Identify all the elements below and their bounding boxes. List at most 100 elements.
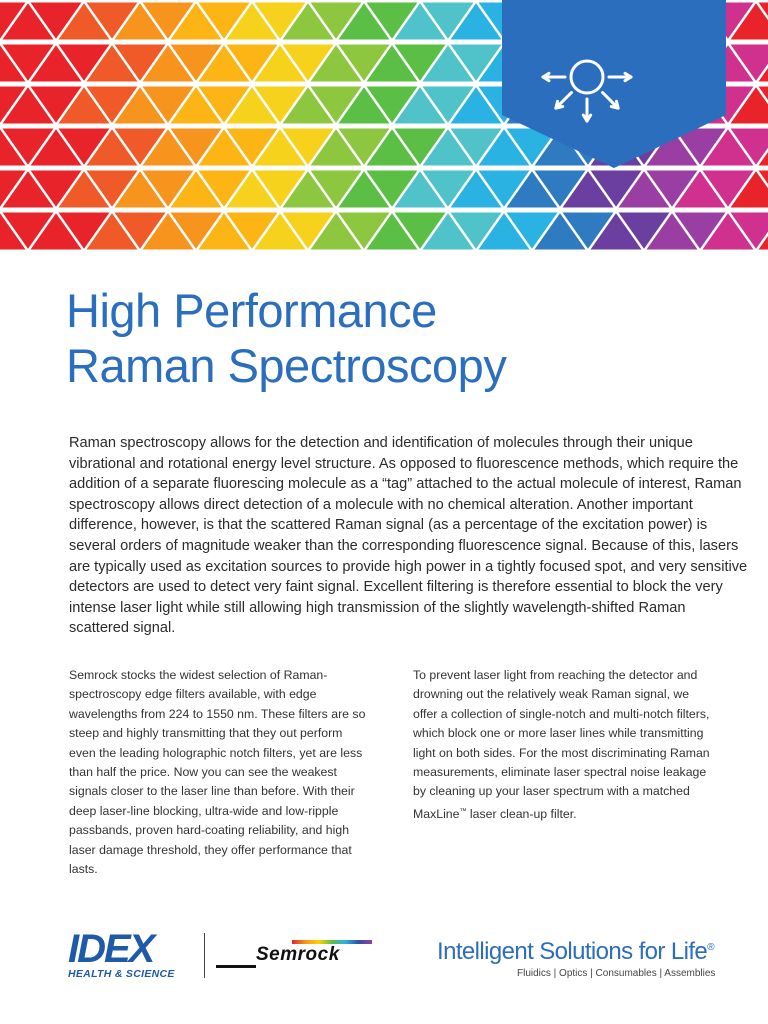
banner-triangle	[58, 128, 110, 165]
banner-triangle	[702, 129, 754, 166]
banner-triangle	[254, 45, 306, 82]
banner-triangle	[114, 87, 166, 124]
left-column-text: Semrock stocks the widest selection of R…	[69, 668, 366, 877]
semrock-rainbow-bar	[292, 940, 372, 944]
banner-triangle	[2, 128, 54, 165]
banner-triangle	[702, 213, 754, 250]
banner-triangle	[170, 212, 222, 249]
banner-triangle	[170, 171, 222, 208]
banner-triangle	[282, 87, 334, 124]
banner-triangle	[310, 86, 362, 123]
banner-triangle	[366, 170, 418, 207]
banner-triangle	[226, 87, 278, 124]
banner-triangle	[422, 45, 474, 82]
banner-triangle	[422, 170, 474, 207]
banner-triangle	[226, 212, 278, 249]
banner-triangle	[282, 128, 334, 165]
banner-triangle	[142, 129, 194, 166]
idex-logo: IDEX HEALTH & SCIENCE	[68, 927, 188, 980]
banner-triangle	[2, 87, 54, 124]
banner-triangle	[0, 213, 26, 250]
banner-triangle	[198, 129, 250, 166]
banner-triangle	[30, 129, 82, 166]
banner-triangle	[758, 151, 768, 166]
banner-triangle	[422, 2, 474, 39]
banner-triangle	[30, 2, 82, 39]
banner-triangle	[30, 45, 82, 82]
banner-triangle	[58, 171, 110, 208]
triangle-pattern	[0, 0, 768, 250]
banner-triangle	[282, 3, 334, 40]
banner-triangle	[338, 3, 390, 40]
banner-triangle	[422, 86, 474, 123]
semrock-underline	[216, 965, 256, 968]
feature-badge	[502, 0, 726, 168]
banner-triangle	[506, 171, 558, 208]
banner-triangle	[674, 212, 726, 249]
semrock-wordmark: Semrock	[256, 944, 340, 965]
idex-wordmark: IDEX	[68, 927, 155, 971]
header-banner	[0, 0, 768, 250]
right-column-text-start: To prevent laser light from reaching the…	[413, 668, 710, 821]
banner-triangle	[170, 128, 222, 165]
banner-triangle	[86, 2, 138, 39]
banner-triangle	[58, 212, 110, 249]
banner-triangle	[338, 212, 390, 249]
banner-triangle	[758, 67, 768, 82]
banner-triangle	[450, 212, 502, 249]
banner-triangle	[758, 235, 768, 250]
banner-triangle	[618, 212, 670, 249]
banner-triangle	[758, 86, 768, 101]
banner-triangle	[422, 213, 474, 250]
banner-triangle	[0, 2, 26, 39]
tagline-text: Intelligent Solutions for Life	[437, 938, 708, 965]
logo-divider	[204, 933, 205, 978]
product-categories: Fluidics | Optics | Consumables | Assemb…	[517, 968, 716, 979]
banner-triangle	[506, 128, 558, 165]
banner-triangle	[114, 44, 166, 81]
banner-triangle	[758, 2, 768, 17]
banner-triangle	[198, 45, 250, 82]
banner-triangle	[338, 128, 390, 165]
footer: IDEX HEALTH & SCIENCE Semrock Intelligen…	[0, 920, 768, 990]
banner-triangle	[86, 86, 138, 123]
banner-triangle	[0, 86, 26, 123]
banner-triangle	[646, 213, 698, 250]
banner-triangle	[142, 2, 194, 39]
banner-triangle	[142, 213, 194, 250]
banner-triangle	[450, 44, 502, 81]
banner-triangle	[674, 171, 726, 208]
banner-triangle	[254, 2, 306, 39]
banner-triangle	[562, 171, 614, 208]
banner-triangle	[142, 45, 194, 82]
banner-triangle	[366, 129, 418, 166]
banner-triangle	[590, 213, 642, 250]
banner-triangle	[562, 212, 614, 249]
banner-triangle	[394, 3, 446, 40]
right-column-text-end: laser clean-up filter.	[466, 806, 577, 821]
banner-triangle	[534, 213, 586, 250]
banner-triangle	[86, 45, 138, 82]
banner-triangle	[0, 170, 26, 207]
banner-triangle	[282, 44, 334, 81]
banner-triangle	[0, 45, 26, 82]
banner-triangle	[674, 128, 726, 165]
banner-triangle	[366, 2, 418, 39]
right-column-text: To prevent laser light from reaching the…	[413, 666, 713, 824]
banner-triangle	[254, 129, 306, 166]
banner-triangle	[30, 170, 82, 207]
banner-triangle	[226, 171, 278, 208]
banner-triangle	[198, 170, 250, 207]
banner-triangle	[30, 213, 82, 250]
title-line-2: Raman Spectroscopy	[66, 339, 507, 392]
banner-triangle	[478, 213, 530, 250]
banner-triangle	[254, 86, 306, 123]
banner-triangle	[226, 3, 278, 40]
banner-triangle	[730, 87, 768, 124]
banner-triangle	[394, 87, 446, 124]
banner-triangle	[394, 44, 446, 81]
banner-triangle	[0, 129, 26, 166]
banner-triangle	[730, 212, 768, 249]
banner-triangle	[618, 171, 670, 208]
banner-triangle	[310, 45, 362, 82]
